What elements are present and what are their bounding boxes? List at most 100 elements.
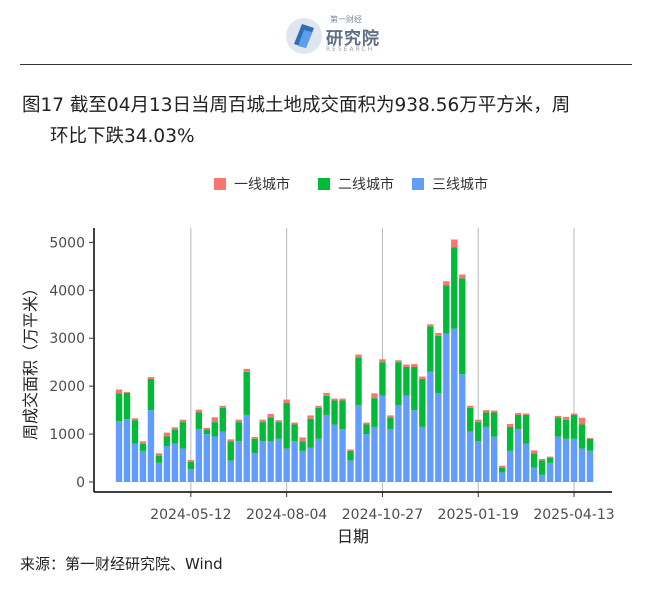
- bar-tier1-39: [427, 324, 434, 327]
- bar-tier2-35: [395, 362, 402, 406]
- bar-tier2-36: [403, 366, 410, 396]
- logo: 第一财经 研究院 RESEARCH: [282, 12, 392, 58]
- logo-brand-text: 研究院: [326, 29, 380, 49]
- bar-tier2-55: [554, 417, 562, 437]
- x-tick-label-4: 2025-04-13: [533, 507, 614, 523]
- bar-tier1-35: [395, 360, 402, 363]
- bar-tier3-59: [586, 450, 594, 482]
- bar-tier1-46: [483, 410, 490, 413]
- bar-tier2-23: [299, 441, 306, 451]
- bar-tier3-0: [115, 421, 123, 482]
- bar-tier2-3: [139, 443, 147, 451]
- bar-tier1-8: [179, 419, 187, 423]
- bar-tier3-10: [195, 429, 203, 482]
- bar-tier2-11: [203, 429, 211, 435]
- bar-tier3-56: [562, 438, 570, 482]
- bar-tier1-59: [586, 437, 594, 439]
- logo-emblem-icon: [286, 18, 322, 54]
- bar-tier1-28: [339, 398, 346, 401]
- legend-label-tier2: 二线城市: [338, 176, 394, 193]
- bar-tier1-54: [546, 456, 554, 459]
- y-tick-label-5000: 5000: [49, 235, 85, 251]
- bar-tier3-2: [131, 443, 139, 482]
- bar-tier2-47: [491, 412, 498, 437]
- bar-tier2-30: [355, 357, 362, 406]
- bar-tier3-1: [123, 419, 131, 482]
- bar-tier2-4: [147, 378, 155, 411]
- bar-tier3-50: [514, 429, 522, 482]
- bar-tier2-42: [451, 247, 458, 329]
- bar-tier3-52: [530, 467, 538, 482]
- bar-tier3-30: [355, 405, 362, 482]
- bar-tier2-48: [498, 467, 506, 473]
- bar-tier2-40: [435, 335, 442, 394]
- bar-tier2-31: [363, 424, 370, 435]
- bar-tier3-5: [155, 462, 163, 482]
- bar-tier2-19: [267, 417, 274, 442]
- bar-tier2-24: [307, 418, 314, 448]
- bar-tier1-15: [235, 419, 242, 423]
- y-axis-title: 周成交面积（万平米）: [21, 280, 40, 440]
- bar-tier1-10: [195, 409, 203, 413]
- bar-tier3-34: [387, 429, 394, 482]
- y-tick-label-2000: 2000: [49, 379, 85, 395]
- bar-tier1-1: [123, 391, 131, 393]
- bar-tier1-31: [363, 422, 370, 425]
- bar-tier2-12: [211, 422, 218, 437]
- bar-tier3-28: [339, 429, 346, 482]
- bar-tier2-27: [331, 400, 338, 425]
- bar-tier1-25: [315, 405, 322, 408]
- logo-top-text: 第一财经: [330, 15, 362, 24]
- bar-tier1-19: [267, 413, 274, 418]
- y-tick-label-1000: 1000: [49, 427, 85, 443]
- bar-tier3-24: [307, 447, 314, 482]
- bar-tier3-40: [435, 393, 442, 482]
- bar-tier2-9: [187, 461, 195, 470]
- bar-tier3-27: [331, 424, 338, 482]
- bar-tier3-31: [363, 434, 370, 482]
- bar-tier2-21: [283, 402, 290, 449]
- bar-tier1-55: [554, 415, 562, 418]
- bar-tier3-6: [163, 446, 171, 482]
- bar-tier3-7: [171, 443, 179, 482]
- y-tick-label-3000: 3000: [49, 331, 85, 347]
- bar-tier3-45: [475, 441, 482, 482]
- bar-tier3-54: [546, 462, 554, 482]
- bar-tier3-23: [299, 450, 306, 482]
- bar-tier2-2: [131, 420, 139, 444]
- bar-tier2-16: [243, 371, 250, 415]
- bar-tier1-33: [379, 359, 386, 363]
- bar-tier3-33: [379, 395, 386, 482]
- bar-tier2-41: [443, 285, 450, 334]
- bar-tier3-58: [578, 448, 586, 482]
- bar-tier2-51: [522, 414, 530, 444]
- bar-tier2-17: [251, 438, 258, 454]
- bar-tier1-34: [387, 415, 394, 418]
- bar-tier2-39: [427, 326, 434, 372]
- bar-tier3-36: [403, 395, 410, 482]
- bar-tier1-4: [147, 377, 155, 379]
- bar-tier1-51: [522, 413, 530, 415]
- bar-tier2-46: [483, 412, 490, 427]
- bar-tier3-4: [147, 410, 155, 482]
- y-tick-label-0: 0: [76, 475, 85, 491]
- bar-tier3-47: [491, 436, 498, 482]
- bar-tier1-48: [498, 465, 506, 468]
- legend-swatch-tier1: [214, 178, 226, 190]
- bar-tier1-41: [443, 281, 450, 286]
- bar-tier2-29: [347, 450, 354, 461]
- bar-tier1-29: [347, 449, 354, 451]
- bar-tier2-56: [562, 419, 570, 439]
- bar-tier3-26: [323, 414, 330, 482]
- bar-tier3-43: [459, 374, 466, 482]
- bar-tier3-44: [467, 431, 474, 482]
- bar-tier2-20: [275, 422, 282, 439]
- bar-tier1-56: [562, 416, 570, 420]
- bar-tier1-52: [530, 450, 538, 454]
- bar-tier1-14: [227, 439, 234, 442]
- bar-tier3-20: [275, 438, 282, 482]
- x-tick-label-0: 2024-05-12: [150, 507, 231, 523]
- bar-tier3-41: [443, 333, 450, 482]
- bar-tier3-15: [235, 441, 242, 482]
- bar-tier2-10: [195, 412, 203, 430]
